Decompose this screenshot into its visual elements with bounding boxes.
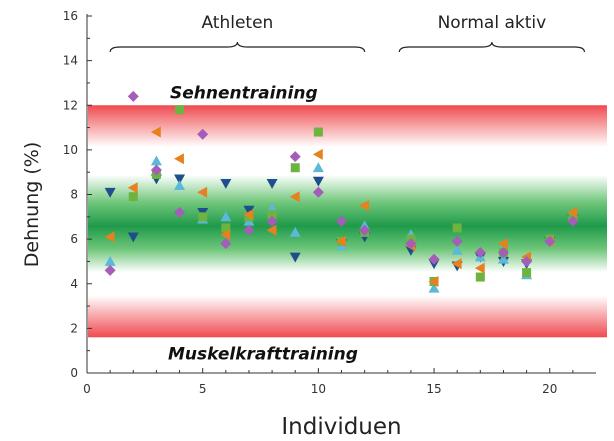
y-tick-label: 16 — [63, 9, 78, 23]
data-point — [150, 126, 161, 138]
data-point — [174, 153, 184, 165]
data-point — [127, 90, 139, 102]
data-point — [474, 247, 486, 259]
data-point — [289, 191, 300, 203]
y-tick-label: 2 — [70, 321, 78, 335]
data-point — [289, 226, 301, 237]
data-point — [522, 268, 532, 278]
data-point — [289, 151, 301, 163]
x-tick-label: 20 — [542, 382, 557, 396]
data-point — [175, 105, 185, 115]
data-point — [220, 229, 231, 241]
data-point — [220, 211, 232, 222]
data-point — [220, 238, 232, 250]
data-point — [266, 224, 277, 236]
x-tick-label: 5 — [199, 382, 207, 396]
data-point — [312, 186, 324, 198]
training-zone-band — [88, 105, 607, 338]
data-point — [428, 276, 439, 288]
data-point — [243, 224, 255, 236]
zone-label-bottom: Muskelkrafttraining — [168, 344, 358, 364]
data-point — [127, 182, 138, 194]
group-brace — [109, 41, 366, 53]
data-point — [104, 264, 116, 276]
data-point — [497, 253, 509, 264]
data-point — [567, 206, 578, 218]
data-point — [243, 209, 254, 221]
data-point — [313, 127, 323, 137]
data-point — [312, 162, 324, 173]
zone-label-top: Sehnentraining — [170, 83, 318, 103]
data-point — [174, 174, 186, 185]
data-point — [451, 258, 462, 270]
data-point — [127, 232, 139, 243]
data-point — [221, 223, 231, 233]
data-point — [497, 247, 509, 259]
data-point — [312, 176, 324, 187]
group-label: Normal aktiv — [438, 13, 547, 33]
y-tick-label: 0 — [70, 366, 78, 380]
y-tick-label: 12 — [63, 98, 78, 112]
data-point — [198, 212, 208, 222]
data-point — [451, 244, 463, 255]
data-point — [567, 215, 579, 227]
group-brace — [398, 41, 586, 53]
data-point — [150, 164, 162, 176]
x-tick-label: 15 — [426, 382, 441, 396]
data-point — [266, 202, 278, 213]
x-axis-title: Individuen — [281, 414, 401, 440]
x-tick-label: 0 — [83, 382, 91, 396]
y-tick-label: 4 — [70, 277, 78, 291]
data-point — [267, 210, 277, 220]
y-tick-label: 14 — [63, 54, 78, 68]
x-tick-label: 10 — [311, 382, 326, 396]
data-point — [475, 272, 485, 282]
data-point — [521, 255, 533, 267]
data-point — [428, 253, 440, 265]
data-point — [405, 238, 417, 250]
data-point — [289, 252, 301, 263]
data-point — [336, 215, 347, 227]
data-point — [104, 255, 116, 266]
data-point — [428, 282, 440, 293]
data-point — [544, 235, 556, 247]
data-point — [452, 223, 462, 233]
data-point — [197, 186, 208, 198]
data-point — [243, 205, 255, 216]
data-point — [497, 238, 508, 250]
data-point — [290, 163, 300, 173]
data-point — [474, 262, 485, 274]
data-point — [128, 192, 138, 202]
data-point — [359, 200, 370, 212]
data-point — [174, 206, 186, 218]
data-point — [336, 235, 346, 247]
data-point — [266, 178, 278, 189]
y-tick-label: 6 — [70, 232, 78, 246]
data-point — [312, 148, 323, 160]
data-point — [104, 187, 116, 198]
group-label: Athleten — [201, 13, 273, 33]
y-axis-title: Dehnung (%) — [21, 142, 43, 267]
y-tick-label: 10 — [63, 143, 78, 157]
data-point — [150, 155, 162, 166]
data-point — [174, 180, 186, 190]
data-point — [266, 215, 278, 227]
data-point — [104, 231, 115, 243]
data-point — [197, 128, 209, 140]
data-point — [220, 178, 232, 189]
data-point — [359, 224, 371, 236]
y-tick-label: 8 — [70, 188, 78, 202]
data-point — [451, 235, 463, 247]
